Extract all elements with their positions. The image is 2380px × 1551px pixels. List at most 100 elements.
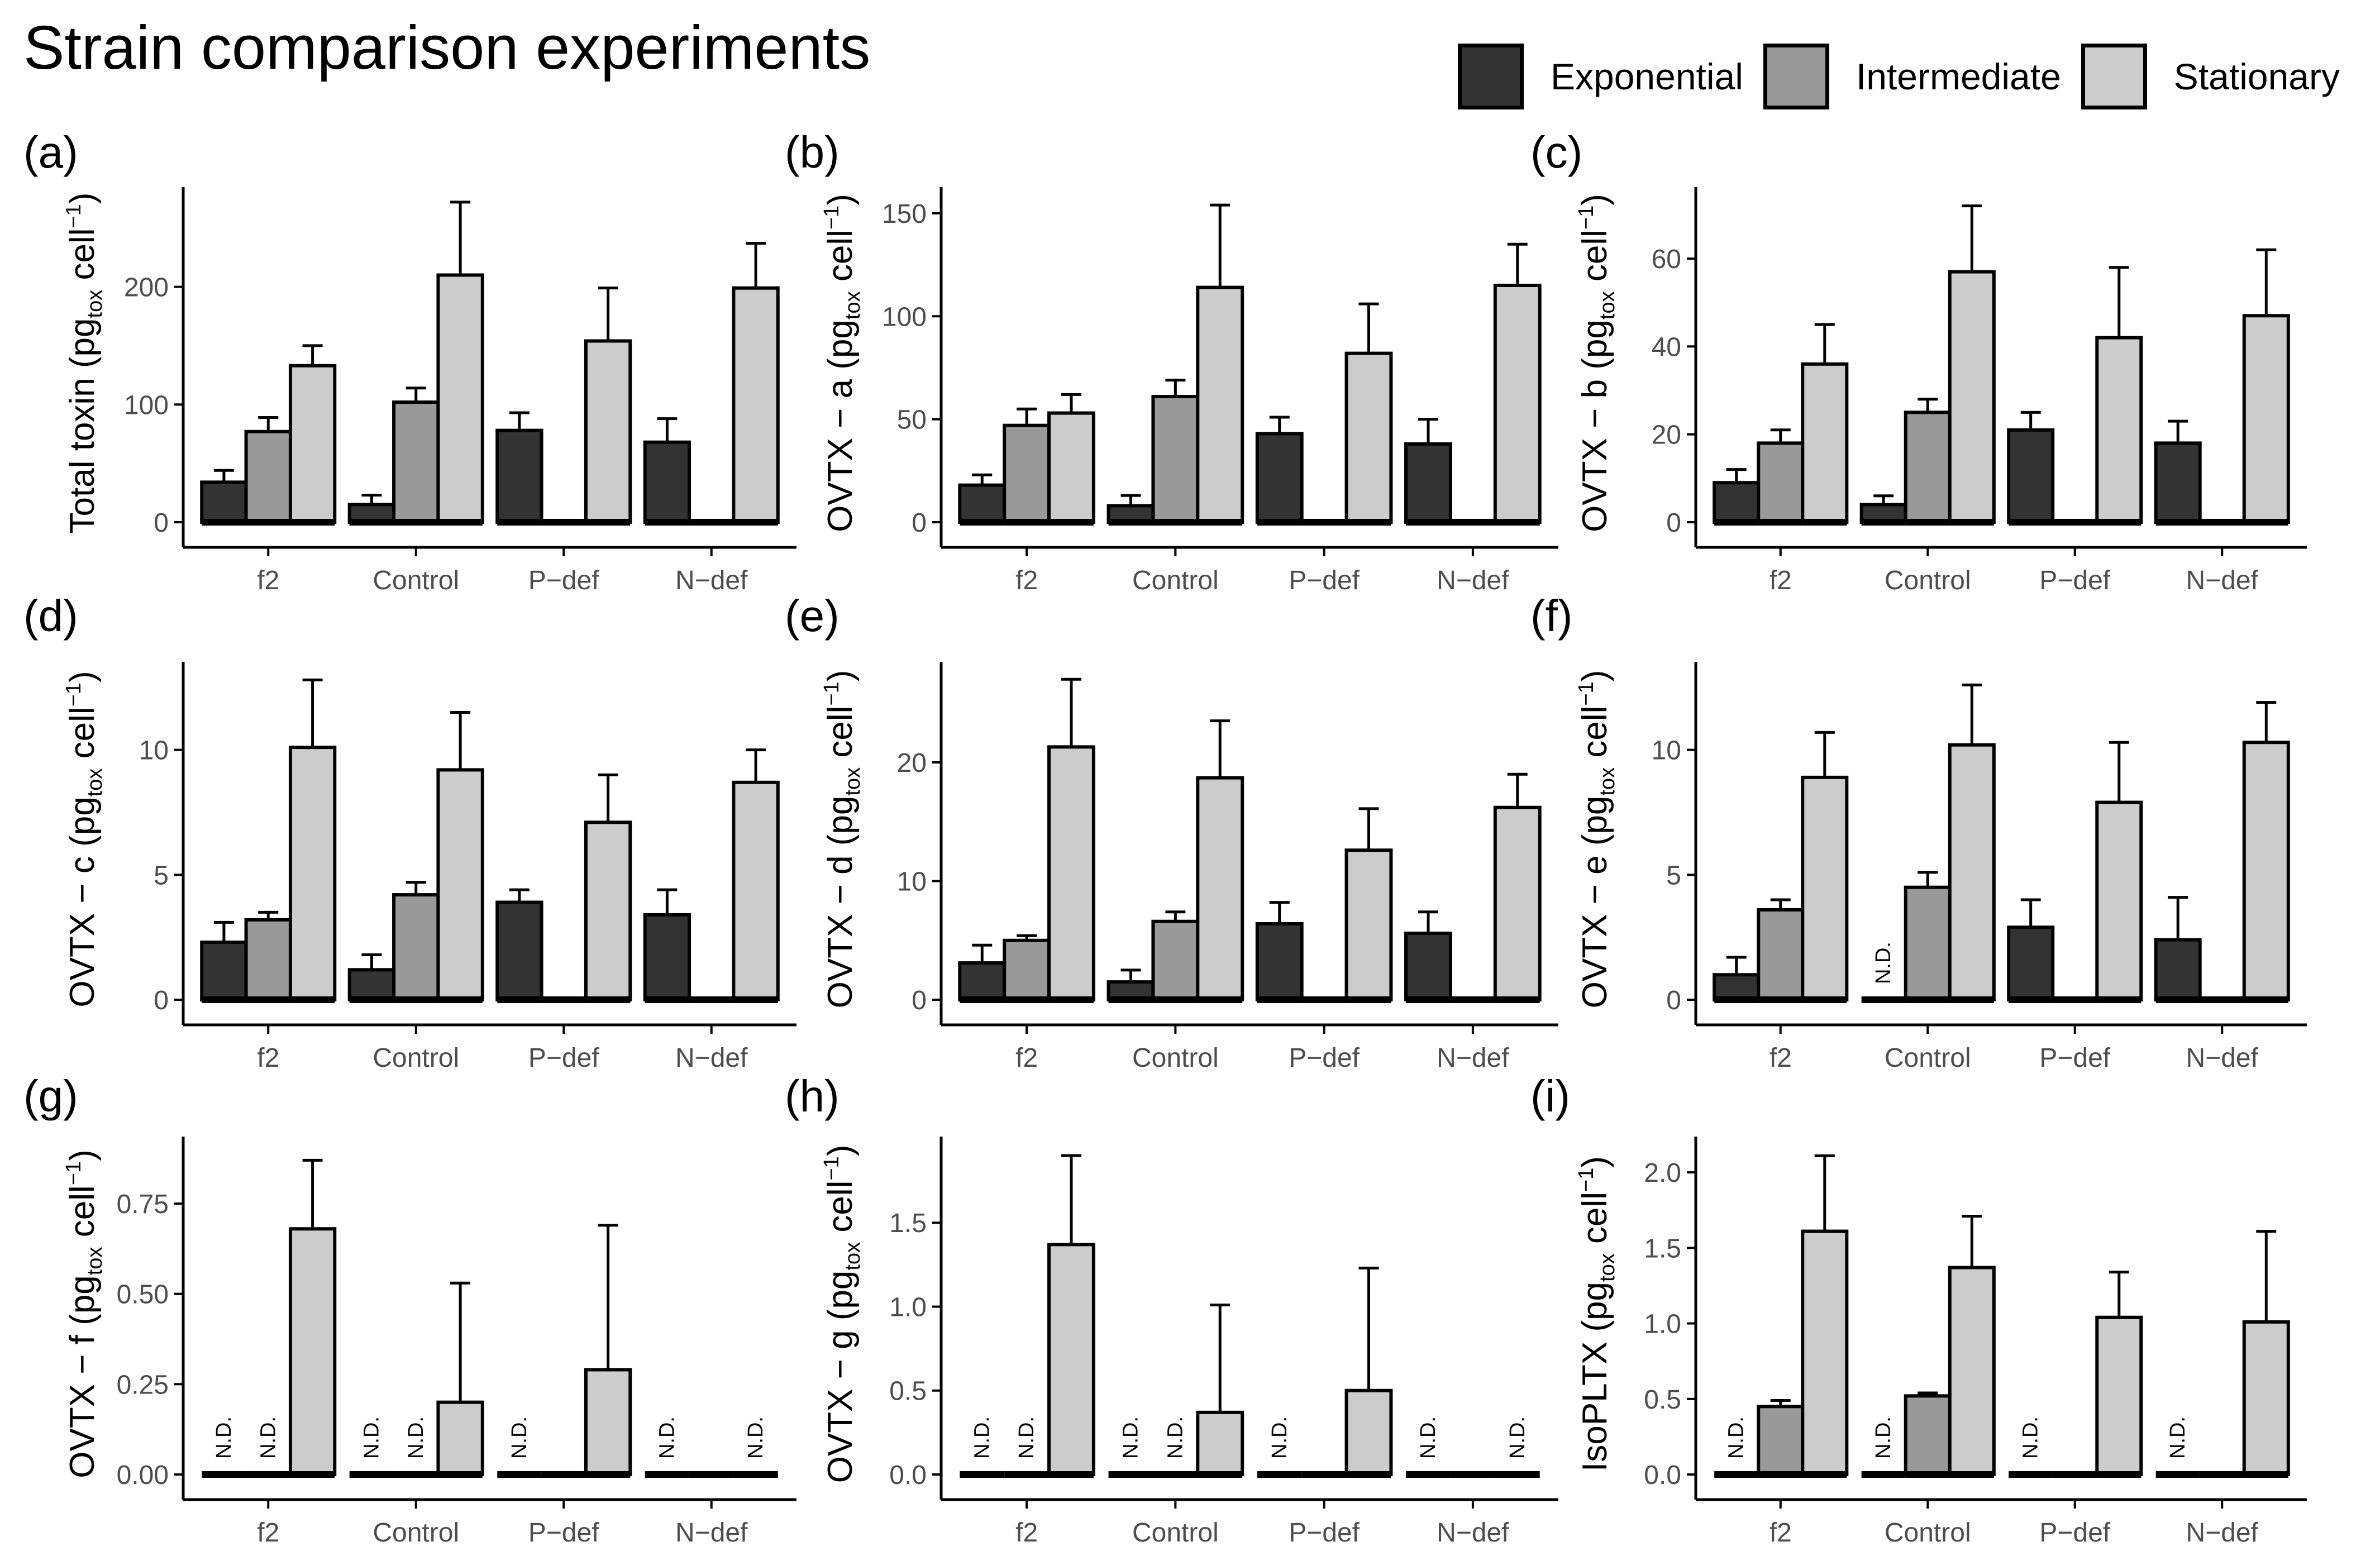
y-axis-title-part: Total toxin xyxy=(63,368,102,533)
bar-stationary xyxy=(436,273,484,524)
y-tick-label: 20 xyxy=(897,748,927,778)
y-axis-title-part: tox xyxy=(841,1242,865,1271)
bar-baseline xyxy=(2053,1471,2097,1478)
bar-baseline xyxy=(290,996,335,1003)
bar-exponential xyxy=(1404,442,1452,524)
x-tick-label: N−def xyxy=(1437,1518,1509,1548)
legend-swatch-exponential xyxy=(1458,44,1524,109)
y-axis-title-part: cell xyxy=(63,1185,102,1247)
bar-exponential xyxy=(958,961,1007,1001)
bar-baseline xyxy=(290,1471,335,1478)
x-tick-label: Control xyxy=(1885,566,1971,595)
y-axis-title-part: −1 xyxy=(820,681,843,705)
y-axis-title: OVTX − g (pgtox cell−1) xyxy=(820,1145,865,1483)
bar-stationary xyxy=(2242,1320,2290,1476)
bar-baseline xyxy=(1049,1471,1094,1478)
bar-baseline xyxy=(1004,519,1050,526)
bar-stationary xyxy=(584,820,632,1001)
legend-swatch-stationary xyxy=(2081,44,2147,109)
bar-baseline xyxy=(1714,996,1759,1003)
bar-baseline xyxy=(689,1471,734,1478)
bar-baseline xyxy=(1949,519,1994,526)
x-tick-label: f2 xyxy=(1770,1043,1792,1073)
bar-intermediate xyxy=(244,429,292,524)
y-tick-label: 100 xyxy=(882,302,927,332)
nd-label: N.D. xyxy=(212,1416,236,1459)
y-tick-label: 5 xyxy=(1666,861,1681,890)
bar-baseline xyxy=(2097,996,2141,1003)
y-axis-title-part: cell xyxy=(821,706,860,767)
panel-label: (a) xyxy=(23,127,78,177)
y-axis-title: OVTX − d (pgtox cell−1) xyxy=(820,670,865,1009)
x-tick-label: P−def xyxy=(528,566,599,595)
bar-baseline xyxy=(1949,996,1994,1003)
bar-baseline xyxy=(960,519,1005,526)
x-tick-label: N−def xyxy=(1437,1043,1509,1073)
y-axis-title: OVTX − f (pgtox cell−1) xyxy=(62,1149,107,1478)
bar-baseline xyxy=(1004,1471,1050,1478)
bar-stationary xyxy=(2095,800,2143,1002)
y-tick-label: 10 xyxy=(897,867,927,897)
bar-baseline xyxy=(1861,1471,1906,1478)
legend: Exponential Intermediate Stationary xyxy=(1458,35,2360,118)
bar-stationary xyxy=(2095,336,2143,524)
legend-label-intermediate: Intermediate xyxy=(1856,56,2061,97)
y-axis-title-part: (pg xyxy=(63,1275,102,1325)
bar-baseline xyxy=(1301,996,1347,1003)
bar-stationary xyxy=(288,746,337,1001)
bar-intermediate xyxy=(392,893,440,1001)
nd-label: N.D. xyxy=(1163,1416,1187,1459)
y-tick-label: 0 xyxy=(1666,508,1681,538)
y-tick-label: 150 xyxy=(882,199,927,229)
nd-label: N.D. xyxy=(2019,1416,2043,1459)
x-tick-label: Control xyxy=(1885,1518,1971,1548)
bar-stationary xyxy=(1801,362,1849,524)
bar-baseline xyxy=(2244,996,2288,1003)
x-tick-label: f2 xyxy=(257,1518,279,1548)
panel-i: (i) 0.0 0.5 1.0 1.5 2.0 IsoPLTX (pgtox cell−1)… xyxy=(1530,1071,2307,1548)
bar-baseline xyxy=(585,996,631,1003)
bar-baseline xyxy=(2200,1471,2244,1478)
y-tick-label: 0 xyxy=(1666,986,1681,1015)
x-tick-label: Control xyxy=(1132,1518,1219,1548)
y-axis-title-part: −1 xyxy=(1575,206,1598,230)
nd-label: N.D. xyxy=(970,1416,994,1459)
y-axis-title-part: −1 xyxy=(1575,681,1598,705)
nd-label: N.D. xyxy=(1725,1416,1748,1459)
bar-baseline xyxy=(645,996,690,1003)
bar-baseline xyxy=(2244,1471,2288,1478)
x-tick-label: f2 xyxy=(1015,566,1038,595)
bar-stationary xyxy=(288,1227,337,1476)
nd-label: N.D. xyxy=(360,1416,383,1459)
bar-baseline xyxy=(1004,996,1050,1003)
bar-stationary xyxy=(436,768,484,1001)
bar-baseline xyxy=(1406,1471,1451,1478)
bar-stationary xyxy=(1948,1266,1996,1477)
nd-label: N.D. xyxy=(744,1416,767,1459)
bar-stationary xyxy=(1344,1388,1393,1477)
bar-baseline xyxy=(2097,1471,2141,1478)
bar-exponential xyxy=(2007,925,2055,1002)
bar-baseline xyxy=(1257,1471,1302,1478)
x-tick-label: N−def xyxy=(1437,566,1509,595)
y-tick-label: 10 xyxy=(1652,736,1681,766)
bar-baseline xyxy=(585,519,631,526)
bar-baseline xyxy=(497,1471,542,1478)
bar-baseline xyxy=(733,996,778,1003)
figure-title: Strain comparison experiments xyxy=(23,13,871,82)
x-tick-label: P−def xyxy=(528,1518,599,1548)
bar-baseline xyxy=(1346,996,1391,1003)
bar-baseline xyxy=(394,519,438,526)
x-tick-label: f2 xyxy=(1770,566,1792,595)
legend-item-stationary: Stationary xyxy=(2081,44,2340,109)
bar-baseline xyxy=(1758,1471,1803,1478)
y-tick-label: 0.25 xyxy=(117,1370,169,1400)
nd-label: N.D. xyxy=(404,1416,428,1459)
bar-stationary xyxy=(1196,285,1244,524)
bar-baseline xyxy=(246,519,290,526)
bar-baseline xyxy=(2009,996,2053,1003)
bar-baseline xyxy=(1802,996,1847,1003)
panel-d: (d) 0 5 10 OVTX − c (pgtox cell−1) f2 Control P… xyxy=(23,591,796,1073)
bar-baseline xyxy=(1346,1471,1391,1478)
